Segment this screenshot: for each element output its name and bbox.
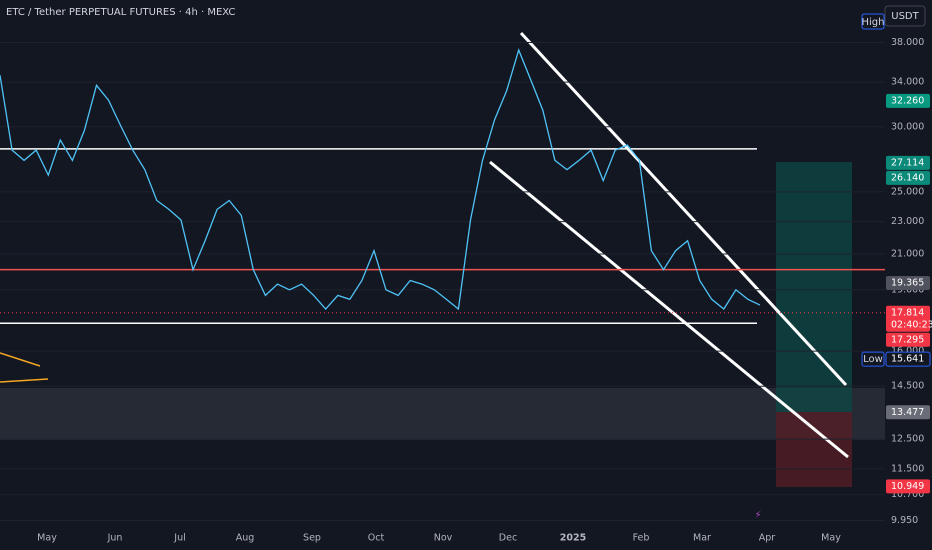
y-tick-label: 9.950 <box>891 515 918 526</box>
price-label: 32.260 <box>891 95 924 106</box>
price-label-box <box>886 155 930 170</box>
price-label: 15.641 <box>891 354 924 365</box>
x-tick-label: Nov <box>434 533 453 544</box>
price-label-box <box>885 351 931 367</box>
x-tick-label: Jun <box>107 533 123 544</box>
y-tick-label: 38.000 <box>891 37 924 48</box>
x-tick-label: Feb <box>633 533 650 544</box>
y-tick-label: 23.000 <box>891 216 924 227</box>
currency[interactable]: USDT <box>891 11 919 22</box>
high-label: High <box>862 17 885 28</box>
y-tick-label: 12.500 <box>891 434 924 445</box>
chart-title: ETC / Tether PERPETUAL FUTURES · 4h · ME… <box>6 7 235 18</box>
y-tick-label: 16.000 <box>891 346 924 357</box>
price-label: 10.949 <box>891 481 924 492</box>
high-box <box>861 13 885 30</box>
low-label: Low <box>863 354 883 365</box>
x-tick-label: Apr <box>759 533 776 544</box>
x-tick-label: Oct <box>368 533 385 544</box>
trendline <box>519 31 848 387</box>
price-label-box <box>886 305 930 332</box>
trendline <box>489 160 849 459</box>
currency-button[interactable] <box>884 5 926 27</box>
y-tick-label: 10.700 <box>891 489 924 500</box>
price-label-box <box>886 275 930 290</box>
y-tick-label: 30.000 <box>891 121 924 132</box>
plot-area <box>0 31 885 522</box>
x-tick-label: May <box>37 533 57 544</box>
price-label-box <box>886 332 930 347</box>
profit-zone <box>776 162 852 412</box>
x-tick-label: Sep <box>303 533 321 544</box>
y-tick-label: 34.000 <box>891 77 924 88</box>
zone <box>0 388 885 440</box>
event-icon[interactable]: ⚡ <box>754 510 761 521</box>
price-label: 17.295 <box>891 334 924 345</box>
price-label: 13.477 <box>891 407 924 418</box>
y-tick-label: 25.000 <box>891 186 924 197</box>
price-label-box <box>886 93 930 108</box>
drawing <box>0 378 49 383</box>
x-tick-label: Mar <box>693 533 711 544</box>
price-label-box <box>886 170 930 185</box>
price-line <box>0 48 761 311</box>
price-label: 26.140 <box>891 172 924 183</box>
y-tick-label: 11.500 <box>891 463 924 474</box>
x-tick-label: 2025 <box>560 533 586 544</box>
drawing <box>0 352 41 367</box>
price-axis <box>885 0 932 550</box>
price-label-box <box>886 405 930 420</box>
y-tick-label: 14.500 <box>891 381 924 392</box>
price-label: 17.814 <box>891 307 924 318</box>
x-tick-label: Aug <box>236 533 255 544</box>
low-box <box>861 351 885 367</box>
x-tick-label: Dec <box>499 533 517 544</box>
x-tick-label: May <box>821 533 841 544</box>
x-tick-label: Jul <box>173 533 185 544</box>
price-label-box <box>886 479 930 494</box>
price-label: 27.114 <box>891 157 924 168</box>
countdown: 02:40:23 <box>891 319 932 330</box>
price-label: 19.365 <box>891 277 924 288</box>
y-tick-label: 21.000 <box>891 249 924 260</box>
